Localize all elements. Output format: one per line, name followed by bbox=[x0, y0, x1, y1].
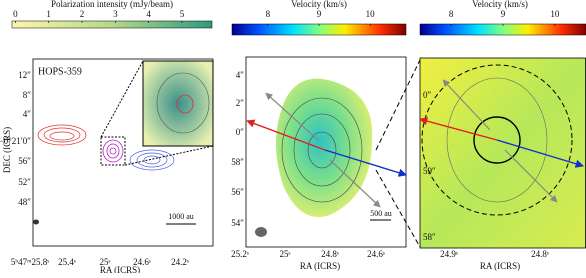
y-tick-label: 0″ bbox=[423, 90, 432, 100]
panel-1-art bbox=[32, 58, 214, 247]
colorbar-label: Polarization intensity (mJy/beam) bbox=[51, 0, 173, 9]
colorbar-tick-label: 8 bbox=[266, 9, 271, 19]
y-tick-label: 48″ bbox=[18, 197, 31, 207]
x-tick-label: 5ʰ47ᵐ25.8ˢ bbox=[11, 257, 50, 267]
y-tick-label: 52″ bbox=[18, 177, 31, 187]
x-tick-label: 24.9ˢ bbox=[440, 249, 458, 259]
y-tick-label: 0″ bbox=[236, 127, 245, 137]
colorbar-tick-label: 9 bbox=[501, 9, 506, 19]
colorbar-tick-label: 9 bbox=[317, 9, 322, 19]
colorbar bbox=[11, 20, 213, 29]
x-tick-label: 25ˢ bbox=[100, 257, 111, 267]
y-tick-label: 58″ bbox=[231, 157, 244, 167]
annotation: 1000 au bbox=[168, 212, 194, 221]
x-tick-label: 24.6ˢ bbox=[367, 249, 385, 259]
x-tick-label: 25.4ˢ bbox=[58, 257, 76, 267]
colorbar-tick-label: 10 bbox=[550, 9, 560, 19]
annotation: HOPS-359 bbox=[38, 66, 82, 77]
y-tick-label: −0°21′0″ bbox=[0, 136, 31, 146]
colorbar-tick-label: 8 bbox=[449, 9, 454, 19]
y-axis-label: DEC (ICRS) bbox=[2, 127, 12, 173]
colorbar-tick-label: 4 bbox=[146, 9, 151, 19]
y-tick-label: 4″ bbox=[236, 70, 245, 80]
panel-3-art bbox=[418, 57, 586, 249]
colorbar-label: Velocity (km/s) bbox=[291, 0, 347, 9]
y-tick-label: 54″ bbox=[231, 218, 244, 228]
colorbar-tick-label: 3 bbox=[113, 9, 118, 19]
colorbar-tick-label: 5 bbox=[180, 9, 185, 19]
y-tick-label: 12″ bbox=[18, 70, 31, 80]
y-tick-label: 8″ bbox=[23, 90, 32, 100]
colorbar-tick-label: 1 bbox=[46, 9, 51, 19]
x-tick-label: 24.2ˢ bbox=[171, 257, 189, 267]
y-tick-label: 56″ bbox=[231, 187, 244, 197]
y-tick-label: 58″ bbox=[423, 232, 436, 242]
y-tick-label: 56″ bbox=[18, 156, 31, 166]
colorbar-tick-label: 0 bbox=[13, 9, 18, 19]
x-tick-label: 25ˢ bbox=[280, 249, 291, 259]
colorbar-label: Velocity (km/s) bbox=[472, 0, 528, 9]
y-tick-label: 2″ bbox=[236, 98, 245, 108]
x-axis-label: RA (ICRS) bbox=[300, 261, 340, 271]
annotation: 500 au bbox=[370, 209, 392, 218]
colorbar-tick-label: 10 bbox=[366, 9, 376, 19]
y-tick-label: 4″ bbox=[23, 109, 32, 119]
x-tick-label: 24.6ˢ bbox=[133, 257, 151, 267]
x-tick-label: 24.8ˢ bbox=[321, 249, 339, 259]
y-tick-label: 59″ bbox=[423, 166, 436, 176]
x-tick-label: 24.8ˢ bbox=[531, 249, 549, 259]
x-axis-label: RA (ICRS) bbox=[100, 265, 140, 273]
colorbar-tick-label: 2 bbox=[80, 9, 85, 19]
panel-2-art bbox=[245, 56, 421, 248]
x-tick-label: 25.2ˢ bbox=[231, 249, 249, 259]
x-axis-label: RA (ICRS) bbox=[480, 261, 520, 271]
